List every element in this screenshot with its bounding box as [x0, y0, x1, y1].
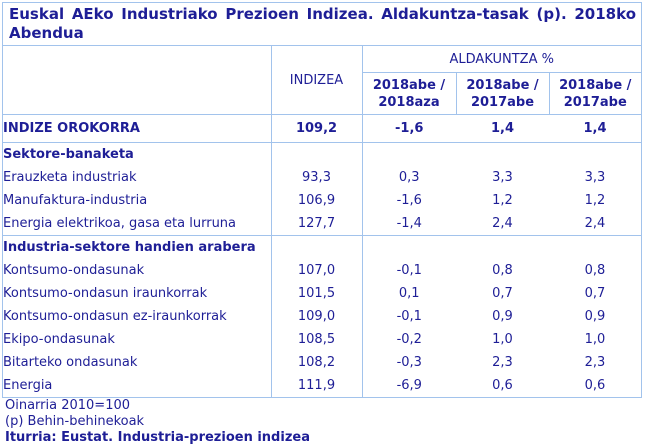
header-sub-2: 2018abe / 2017abe: [455, 72, 549, 115]
cell-index-value: 108,5: [271, 328, 363, 351]
header-row-2: 2018abe / 2018aza 2018abe / 2017abe 2018…: [3, 72, 641, 115]
table-row: Erauzketa industriak 93,3 0,3 3,3 3,3: [3, 166, 641, 189]
cell-change-value: 0,7: [584, 286, 606, 301]
cell-index-value: 109,2: [271, 114, 363, 143]
cell-change-value: 0,9: [492, 309, 513, 324]
cell-change-value: [456, 235, 549, 259]
cell-change-value: 1,2: [492, 193, 513, 208]
cell-change-value: 1,0: [492, 332, 513, 347]
cell-index-value: [271, 142, 363, 166]
cell-index-value: 107,0: [271, 259, 363, 282]
cell-change-value: 2,3: [584, 355, 606, 370]
cell-change-value: 0,1: [398, 286, 420, 301]
cell-change-value: 0,9: [584, 309, 606, 324]
footnote-provisional: (p) Behin-behinekoak: [5, 414, 145, 429]
cell-index-value: 106,9: [271, 189, 363, 212]
cell-index-value: [271, 235, 363, 259]
table-row: Ekipo-ondasunak 108,5 -0,2 1,0 1,0: [3, 328, 641, 351]
page-title: Euskal AEko Industriako Prezioen Indizea…: [3, 3, 641, 46]
header-aldakuntza-group: ALDAKUNTZA %: [362, 46, 641, 73]
cell-index-value: 111,9: [271, 374, 363, 397]
cell-change-value: 0,8: [584, 263, 606, 278]
header-empty-cell: [3, 46, 272, 115]
cell-change-value: 1,2: [584, 193, 606, 208]
header-row-1: INDIZEA ALDAKUNTZA %: [3, 46, 641, 115]
cell-change-value: 0,6: [584, 378, 606, 393]
cell-change-value: [549, 235, 641, 259]
table-row: Energia elektrikoa, gasa eta lurruna 127,…: [3, 212, 641, 236]
table-row: Kontsumo-ondasun ez-iraunkorrak 109,0 -0,1…: [3, 305, 641, 328]
row-label: Energia elektrikoa, gasa eta lurruna: [3, 212, 272, 236]
cell-change-value: 3,3: [584, 170, 606, 185]
cell-change-value: 1,0: [584, 332, 606, 347]
cell-change-value: 1,4: [490, 121, 515, 136]
table-frame: Euskal AEko Industriako Prezioen Indizea…: [2, 2, 642, 398]
cell-change-value: 0,3: [398, 170, 420, 185]
cell-change-value: -0,2: [396, 332, 422, 347]
cell-change-value: 0,6: [492, 378, 513, 393]
table-row: Manufaktura-industria 106,9 -1,6 1,2 1,2: [3, 189, 641, 212]
row-label: Manufaktura-industria: [3, 189, 272, 212]
row-label: Energia: [3, 374, 272, 397]
price-index-table: INDIZEA ALDAKUNTZA % 2018abe / 2018aza 2…: [3, 46, 641, 397]
table-row: Bitarteko ondasunak 108,2 -0,3 2,3 2,3: [3, 351, 641, 374]
cell-index-value: 127,7: [271, 212, 363, 236]
header-indizea: INDIZEA: [271, 46, 363, 115]
cell-index-value: 108,2: [271, 351, 363, 374]
row-label: Kontsumo-ondasun ez-iraunkorrak: [3, 305, 272, 328]
cell-index-value: 101,5: [271, 282, 363, 305]
cell-change-value: 2,4: [584, 216, 606, 231]
cell-change-value: 3,3: [492, 170, 513, 185]
cell-change-value: 2,4: [492, 216, 513, 231]
cell-change-value: [362, 142, 456, 166]
row-label: Kontsumo-ondasun iraunkorrak: [3, 282, 272, 305]
footnote-base: Oinarria 2010=100: [5, 398, 131, 413]
cell-change-value: -0,1: [396, 263, 422, 278]
cell-change-value: 0,7: [492, 286, 513, 301]
row-label: Bitarteko ondasunak: [3, 351, 272, 374]
table-row: Kontsumo-ondasun iraunkorrak 101,5 0,1 0,7 0…: [3, 282, 641, 305]
cell-change-value: -0,3: [396, 355, 422, 370]
table-row: Industria-sektore handien arabera: [3, 235, 641, 259]
table-row: Energia 111,9 -6,9 0,6 0,6: [3, 374, 641, 397]
cell-change-value: [549, 142, 641, 166]
cell-change-value: -1,6: [396, 193, 422, 208]
cell-change-value: -1,4: [396, 216, 422, 231]
cell-change-value: 1,4: [583, 121, 607, 136]
row-label: Industria-sektore handien arabera: [3, 235, 272, 259]
footnotes: Oinarria 2010=100 (p) Behin-behinekoak I…: [5, 398, 310, 446]
row-label: Sektore-banaketa: [3, 142, 272, 166]
cell-change-value: -1,6: [395, 121, 424, 136]
table-row: Sektore-banaketa: [3, 142, 641, 166]
table-header: INDIZEA ALDAKUNTZA % 2018abe / 2018aza 2…: [3, 46, 641, 115]
cell-change-value: [362, 235, 456, 259]
header-sub-1: 2018abe / 2018aza: [362, 72, 456, 115]
header-sub-3: 2018abe / 2017abe: [548, 72, 641, 115]
row-label: Erauzketa industriak: [3, 166, 272, 189]
cell-change-value: 0,8: [492, 263, 513, 278]
row-label: Kontsumo-ondasunak: [3, 259, 272, 282]
cell-index-value: 109,0: [271, 305, 363, 328]
source-line: Iturria: Eustat. Industria-prezioen indi…: [5, 430, 310, 445]
table-body: INDIZE OROKORRA 109,2 -1,6 1,4 1,4 Sektore-ba…: [3, 114, 641, 397]
table-row: INDIZE OROKORRA 109,2 -1,6 1,4 1,4: [3, 114, 641, 143]
cell-change-value: -6,9: [396, 378, 422, 393]
row-label: INDIZE OROKORRA: [3, 114, 272, 143]
cell-change-value: -0,1: [396, 309, 422, 324]
row-label: Ekipo-ondasunak: [3, 328, 272, 351]
cell-change-value: 2,3: [492, 355, 513, 370]
table-row: Kontsumo-ondasunak 107,0 -0,1 0,8 0,8: [3, 259, 641, 282]
cell-index-value: 93,3: [271, 166, 363, 189]
cell-change-value: [456, 142, 549, 166]
